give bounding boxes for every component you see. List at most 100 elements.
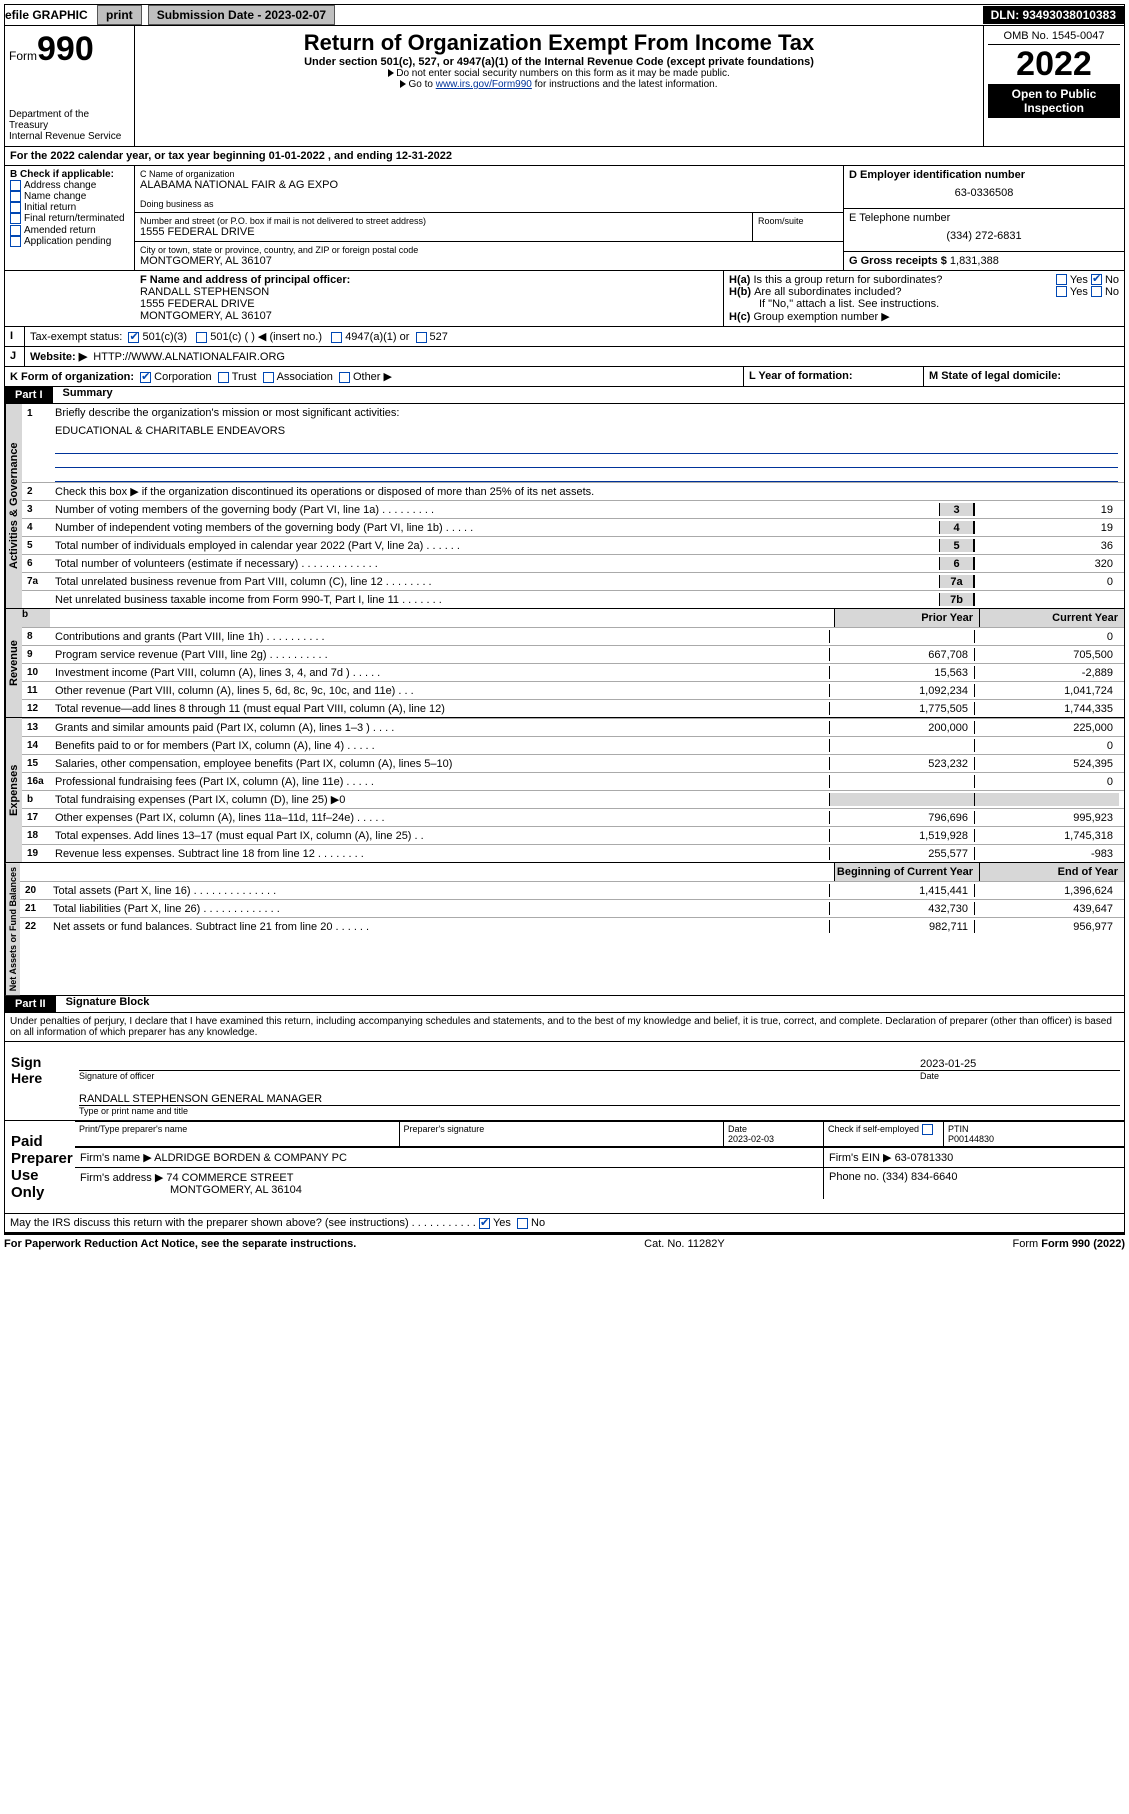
paid-preparer-block: Paid Preparer Use Only Print/Type prepar…	[4, 1121, 1125, 1214]
phone-value: (334) 272-6831	[849, 224, 1119, 242]
org-info-block: B Check if applicable: Address changeNam…	[4, 166, 1125, 271]
box-b-checkbox[interactable]	[10, 191, 21, 202]
ssn-note: Do not enter social security numbers on …	[139, 68, 979, 79]
officer-name: RANDALL STEPHENSON	[140, 286, 718, 298]
hb-yes-checkbox[interactable]	[1056, 286, 1067, 297]
website-note: Go to www.irs.gov/Form990 for instructio…	[139, 79, 979, 90]
box-b-checkbox[interactable]	[10, 236, 21, 247]
dept-treasury: Department of the Treasury Internal Reve…	[9, 109, 130, 142]
prior-year-hdr: Prior Year	[834, 609, 979, 627]
line-desc: Total fundraising expenses (Part IX, col…	[55, 793, 829, 806]
curr-value: 0	[974, 630, 1119, 643]
discuss-yes-checkbox[interactable]	[479, 1218, 490, 1229]
trust-checkbox[interactable]	[218, 372, 229, 383]
prior-value	[829, 739, 974, 752]
line-value: 320	[974, 557, 1119, 570]
prior-value: 15,563	[829, 666, 974, 679]
self-emp-checkbox[interactable]	[922, 1124, 933, 1135]
hb-no-checkbox[interactable]	[1091, 286, 1102, 297]
prior-value: 432,730	[829, 902, 974, 915]
ein-label: D Employer identification number	[849, 169, 1119, 181]
period-text: For the 2022 calendar year, or tax year …	[5, 147, 1124, 165]
501c-checkbox[interactable]	[196, 332, 207, 343]
box-c: C Name of organization ALABAMA NATIONAL …	[135, 166, 844, 270]
prior-value: 1,519,928	[829, 829, 974, 842]
curr-value: -2,889	[974, 666, 1119, 679]
expenses-section: Expenses 13Grants and similar amounts pa…	[4, 718, 1125, 863]
4947-checkbox[interactable]	[331, 332, 342, 343]
street-value: 1555 FEDERAL DRIVE	[140, 226, 747, 238]
box-b-label: B Check if applicable:	[10, 169, 129, 180]
form-ref: Form Form 990 (2022)	[1013, 1238, 1126, 1250]
efile-label: efile GRAPHIC	[5, 8, 91, 22]
ha-no-checkbox[interactable]	[1091, 274, 1102, 285]
topbar: efile GRAPHIC print Submission Date - 20…	[4, 4, 1125, 26]
curr-value: -983	[974, 847, 1119, 860]
ha-yes-checkbox[interactable]	[1056, 274, 1067, 285]
hb-text: Are all subordinates included?	[754, 286, 1056, 298]
current-year-hdr: Current Year	[979, 609, 1124, 627]
sidebar-expenses: Expenses	[5, 718, 22, 862]
line-value: 0	[974, 575, 1119, 588]
curr-value: 1,745,318	[974, 829, 1119, 842]
line-desc: Net unrelated business taxable income fr…	[55, 594, 939, 606]
assoc-checkbox[interactable]	[263, 372, 274, 383]
curr-value: 0	[974, 739, 1119, 752]
gross-label: G Gross receipts $	[849, 255, 947, 267]
website-label: Website: ▶	[30, 351, 87, 363]
sign-here-block: Sign Here 2023-01-25 Signature of office…	[4, 1042, 1125, 1121]
officer-street: 1555 FEDERAL DRIVE	[140, 298, 718, 310]
org-name-label: C Name of organization	[140, 169, 838, 179]
discuss-no-checkbox[interactable]	[517, 1218, 528, 1229]
firm-phone-label: Phone no.	[829, 1171, 879, 1183]
box-b-item: Application pending	[24, 236, 111, 247]
firm-addr-label: Firm's address ▶	[80, 1172, 163, 1184]
501c3-checkbox[interactable]	[128, 332, 139, 343]
curr-value: 0	[974, 775, 1119, 788]
print-button[interactable]: print	[97, 5, 142, 25]
box-b-checkbox[interactable]	[10, 180, 21, 191]
ein-value: 63-0336508	[849, 181, 1119, 199]
prep-date-label: Date	[728, 1124, 747, 1134]
line-desc: Net assets or fund balances. Subtract li…	[53, 921, 829, 933]
box-b-checkbox[interactable]	[10, 225, 21, 236]
name-title-label: Type or print name and title	[79, 1106, 1120, 1116]
part1-header-row: Part I Summary	[4, 387, 1125, 404]
box-b-checkbox[interactable]	[10, 213, 21, 224]
prep-sig-label: Preparer's signature	[400, 1122, 725, 1147]
cat-no: Cat. No. 11282Y	[644, 1238, 725, 1250]
penalty-text: Under penalties of perjury, I declare th…	[4, 1013, 1125, 1042]
curr-value: 439,647	[974, 902, 1119, 915]
form-header: Form990 Department of the Treasury Inter…	[4, 26, 1125, 147]
form-990: 990	[37, 30, 94, 68]
line-desc: Salaries, other compensation, employee b…	[55, 758, 829, 770]
line-value: 36	[974, 539, 1119, 552]
line-desc: Investment income (Part VIII, column (A)…	[55, 667, 829, 679]
hc-text: Group exemption number ▶	[753, 311, 889, 323]
line-desc: Benefits paid to or for members (Part IX…	[55, 740, 829, 752]
other-checkbox[interactable]	[339, 372, 350, 383]
curr-value: 1,041,724	[974, 684, 1119, 697]
box-b-checkbox[interactable]	[10, 202, 21, 213]
curr-value: 225,000	[974, 721, 1119, 734]
pra-notice: For Paperwork Reduction Act Notice, see …	[4, 1238, 356, 1250]
officer-label: F Name and address of principal officer:	[140, 274, 718, 286]
sig-officer-label: Signature of officer	[79, 1071, 920, 1081]
firm-ein: 63-0781330	[895, 1152, 954, 1164]
room-label: Room/suite	[758, 216, 838, 226]
line-box: 4	[939, 521, 974, 534]
corp-checkbox[interactable]	[140, 372, 151, 383]
domicile-label: M State of legal domicile:	[929, 370, 1061, 382]
527-checkbox[interactable]	[416, 332, 427, 343]
discuss-text: May the IRS discuss this return with the…	[10, 1217, 476, 1229]
form-subtitle: Under section 501(c), 527, or 4947(a)(1)…	[139, 56, 979, 68]
irs-link[interactable]: www.irs.gov/Form990	[436, 79, 532, 90]
part2-header: Part II	[5, 996, 56, 1012]
l1-desc: Briefly describe the organization's miss…	[55, 407, 1119, 419]
box-b: B Check if applicable: Address changeNam…	[5, 166, 135, 270]
part2-header-row: Part II Signature Block	[4, 996, 1125, 1013]
l1-text: EDUCATIONAL & CHARITABLE ENDEAVORS	[55, 425, 285, 437]
firm-addr2: MONTGOMERY, AL 36104	[80, 1184, 302, 1196]
omb-number: OMB No. 1545-0047	[988, 30, 1120, 45]
dba-label: Doing business as	[140, 199, 838, 209]
